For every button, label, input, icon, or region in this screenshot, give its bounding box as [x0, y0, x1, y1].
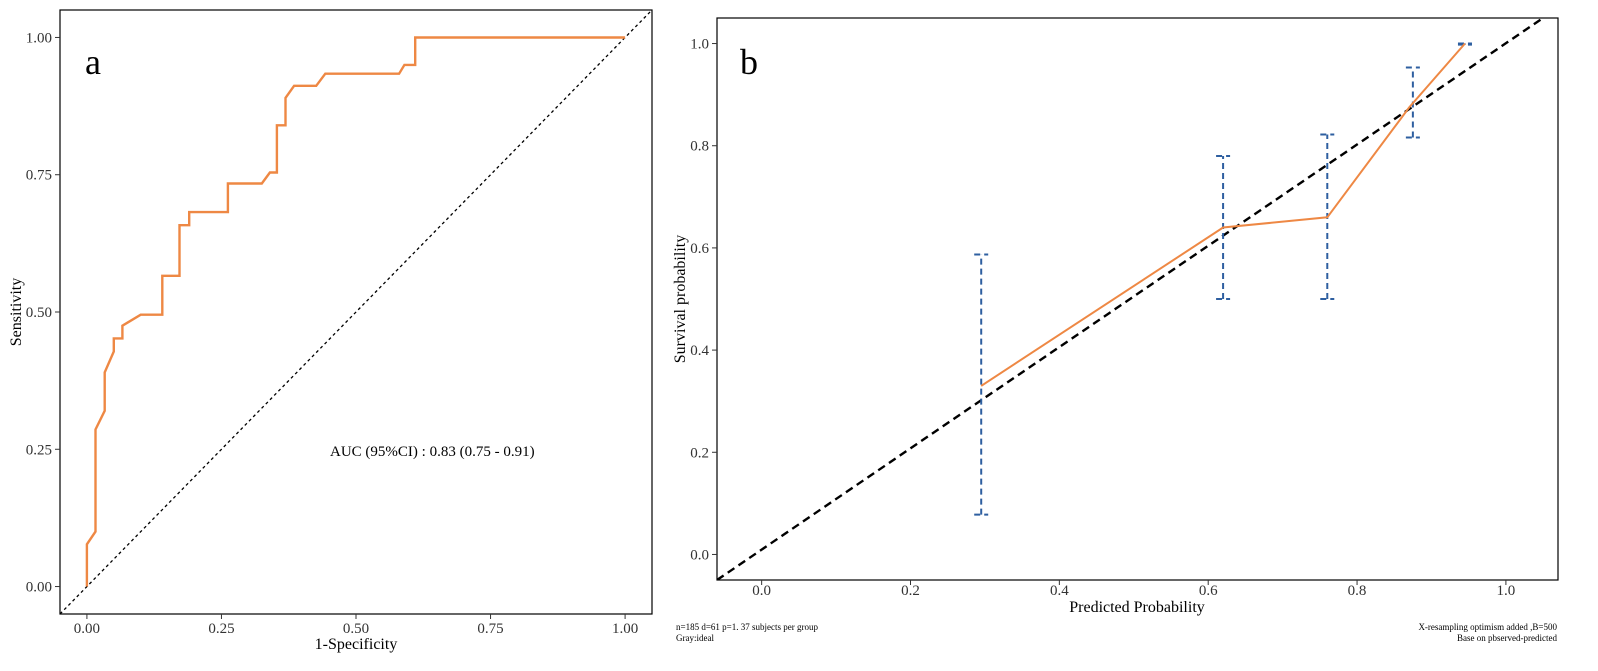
calibration-x-tick-label: 0.4	[1050, 583, 1069, 599]
ideal-diagonal-line	[717, 18, 1546, 580]
roc-y-tick-label: 1.00	[26, 30, 52, 46]
calibration-panel: 0.0 0.2 0.4 0.6 0.8 1.0 0.0 0.2 0.4 0.6 0.8 1.0 b P…	[672, 17, 1559, 643]
roc-x-tick-label: 0.25	[208, 621, 234, 637]
error-bar	[974, 253, 989, 516]
calibration-x-tick-label: 0.6	[1199, 583, 1218, 599]
calibration-x-axis-label: Predicted Probability	[1069, 599, 1205, 616]
calibration-curve	[980, 42, 1466, 387]
footnote-right-2: Base on pbserved-predicted	[1457, 633, 1557, 643]
calibration-x-tick-label: 0.0	[752, 583, 771, 599]
panel-label-a: a	[85, 42, 101, 82]
roc-y-tick-label: 0.50	[26, 305, 52, 321]
calibration-y-tick-label: 0.6	[690, 241, 709, 257]
roc-y-tick-label: 0.25	[26, 442, 52, 458]
roc-y-tick-label: 0.00	[26, 580, 52, 596]
footnote-left-2: Gray:ideal	[676, 633, 714, 643]
calibration-x-tick-label: 0.2	[901, 583, 920, 599]
calibration-plot-frame	[716, 17, 1559, 581]
roc-curve	[85, 36, 626, 587]
roc-y-axis-label: Sensitivity	[8, 278, 25, 346]
calibration-y-tick-label: 0.8	[690, 139, 709, 155]
calibration-y-tick-label: 1.0	[690, 37, 709, 53]
roc-reference-line	[59, 9, 653, 615]
calibration-y-axis-label: Survival probability	[672, 235, 689, 363]
roc-x-tick-label: 0.75	[477, 621, 503, 637]
roc-panel: 0.00 0.25 0.50 0.75 1.00 0.00 0.25 0.50 0.75 1.00…	[8, 9, 653, 653]
roc-x-tick-label: 0.50	[343, 621, 369, 637]
footnote-left-1: n=185 d=61 p=1. 37 subjects per group	[676, 622, 818, 632]
footnote-right-1: X-resampling optimism added ,B=500	[1418, 622, 1557, 632]
calibration-y-tick-label: 0.2	[690, 445, 709, 461]
roc-x-tick-label: 0.00	[74, 621, 100, 637]
roc-x-tick-label: 1.00	[612, 621, 638, 637]
roc-y-tick-label: 0.75	[26, 168, 52, 184]
calibration-y-tick-label: 0.0	[690, 547, 709, 563]
calibration-y-tick-label: 0.4	[690, 343, 709, 359]
calibration-x-tick-label: 0.8	[1348, 583, 1367, 599]
calibration-x-tick-label: 1.0	[1497, 583, 1516, 599]
roc-x-axis-label: 1-Specificity	[315, 636, 398, 653]
panel-label-b: b	[740, 42, 758, 82]
auc-annotation: AUC (95%CI) : 0.83 (0.75 - 0.91)	[330, 444, 535, 460]
